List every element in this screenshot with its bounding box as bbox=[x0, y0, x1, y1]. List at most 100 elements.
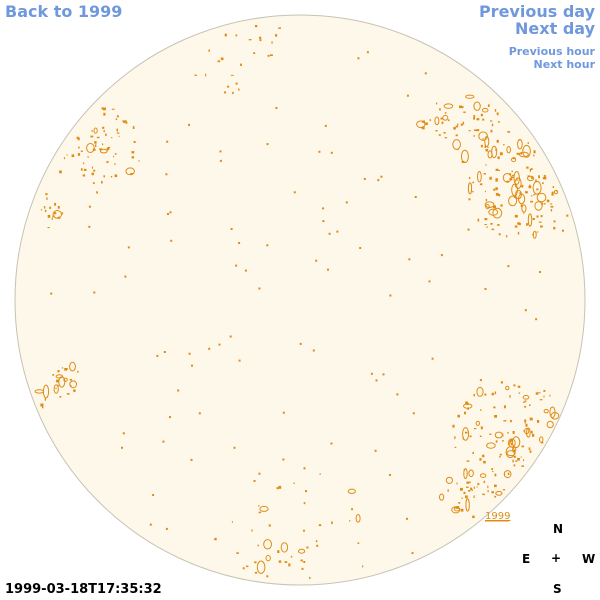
contour-mark bbox=[233, 446, 236, 449]
contour-mark bbox=[518, 151, 529, 158]
contour-mark bbox=[476, 486, 478, 488]
contour-mark bbox=[484, 224, 487, 225]
contour-mark bbox=[242, 567, 245, 570]
contour-mark bbox=[389, 474, 391, 476]
previous-day-link[interactable]: Previous day bbox=[478, 2, 595, 21]
contour-mark bbox=[322, 220, 325, 223]
contour-mark bbox=[520, 185, 523, 187]
contour-mark bbox=[116, 128, 118, 132]
contour-mark bbox=[552, 186, 555, 188]
contour-mark bbox=[457, 148, 459, 151]
contour-mark bbox=[473, 115, 476, 118]
contour-mark bbox=[521, 445, 525, 448]
contour-mark bbox=[532, 180, 542, 195]
contour-mark bbox=[522, 395, 530, 400]
contour-mark bbox=[429, 119, 432, 121]
contour-mark bbox=[514, 177, 522, 189]
contour-mark bbox=[434, 116, 440, 126]
solar-disk bbox=[14, 14, 586, 586]
contour-mark bbox=[465, 498, 470, 512]
previous-hour-link[interactable]: Previous hour bbox=[508, 45, 595, 58]
contour-mark bbox=[282, 411, 285, 414]
contour-mark bbox=[499, 455, 501, 458]
contour-mark bbox=[532, 433, 535, 437]
contour-mark bbox=[375, 379, 378, 382]
year-label[interactable]: 1999 bbox=[485, 511, 510, 522]
contour-mark bbox=[214, 537, 217, 541]
contour-mark bbox=[484, 135, 490, 148]
contour-mark bbox=[484, 201, 495, 208]
contour-mark bbox=[227, 85, 230, 88]
contour-mark bbox=[482, 118, 485, 121]
contour-mark bbox=[484, 393, 487, 396]
contour-mark bbox=[508, 195, 518, 207]
contour-mark bbox=[125, 167, 135, 176]
contour-mark bbox=[263, 539, 273, 550]
contour-mark bbox=[431, 357, 434, 360]
contour-mark bbox=[299, 342, 302, 345]
contour-mark bbox=[550, 209, 553, 212]
contour-mark bbox=[336, 230, 339, 233]
contour-mark bbox=[457, 123, 459, 126]
magnetic-contours bbox=[34, 25, 569, 579]
next-hour-link[interactable]: Next hour bbox=[533, 58, 596, 71]
contour-mark bbox=[532, 230, 537, 239]
contour-mark bbox=[76, 136, 79, 139]
contour-mark bbox=[254, 561, 257, 564]
contour-mark bbox=[508, 173, 512, 176]
contour-mark bbox=[510, 439, 513, 442]
contour-mark bbox=[493, 188, 496, 191]
contour-mark bbox=[455, 506, 458, 509]
contour-mark bbox=[170, 239, 173, 242]
contour-mark bbox=[436, 102, 438, 105]
contour-mark bbox=[236, 552, 239, 554]
contour-mark bbox=[257, 544, 259, 547]
contour-mark bbox=[444, 137, 448, 139]
contour-mark bbox=[57, 370, 60, 373]
contour-mark bbox=[88, 225, 91, 228]
contour-mark bbox=[495, 193, 499, 196]
back-to-year-link[interactable]: Back to 1999 bbox=[5, 2, 123, 21]
contour-mark bbox=[527, 213, 533, 227]
compass-center: + bbox=[551, 551, 562, 565]
contour-mark bbox=[518, 392, 521, 394]
contour-mark bbox=[503, 144, 505, 146]
contour-mark bbox=[467, 228, 470, 231]
contour-mark bbox=[524, 400, 527, 402]
contour-mark bbox=[122, 432, 125, 435]
contour-mark bbox=[362, 565, 364, 568]
contour-mark bbox=[479, 473, 487, 478]
contour-mark bbox=[267, 54, 270, 57]
contour-mark bbox=[190, 458, 193, 461]
contour-mark bbox=[133, 141, 136, 143]
next-day-link[interactable]: Next day bbox=[515, 19, 595, 38]
contour-mark bbox=[188, 123, 190, 126]
contour-mark bbox=[253, 52, 256, 54]
contour-mark bbox=[110, 176, 113, 178]
contour-mark bbox=[507, 265, 510, 268]
compass-east: E bbox=[522, 552, 531, 566]
contour-mark bbox=[468, 198, 471, 201]
contour-mark bbox=[167, 213, 169, 215]
contour-mark bbox=[235, 34, 238, 37]
contour-mark bbox=[90, 135, 94, 138]
contour-mark bbox=[102, 126, 105, 129]
contour-mark bbox=[244, 269, 247, 272]
contour-mark bbox=[484, 190, 486, 193]
contour-mark bbox=[44, 206, 46, 209]
contour-mark bbox=[515, 460, 518, 462]
contour-mark bbox=[509, 178, 512, 180]
contour-mark bbox=[357, 542, 360, 544]
contour-mark bbox=[220, 57, 224, 61]
contour-mark bbox=[58, 376, 66, 388]
contour-mark bbox=[45, 193, 48, 196]
contour-mark bbox=[259, 36, 262, 39]
contour-mark bbox=[73, 390, 76, 393]
contour-mark bbox=[256, 560, 266, 574]
contour-mark bbox=[69, 380, 78, 389]
contour-mark bbox=[266, 244, 269, 247]
contour-mark bbox=[270, 54, 273, 56]
contour-mark bbox=[511, 436, 521, 449]
contour-mark bbox=[463, 468, 468, 480]
contour-mark bbox=[438, 134, 441, 136]
